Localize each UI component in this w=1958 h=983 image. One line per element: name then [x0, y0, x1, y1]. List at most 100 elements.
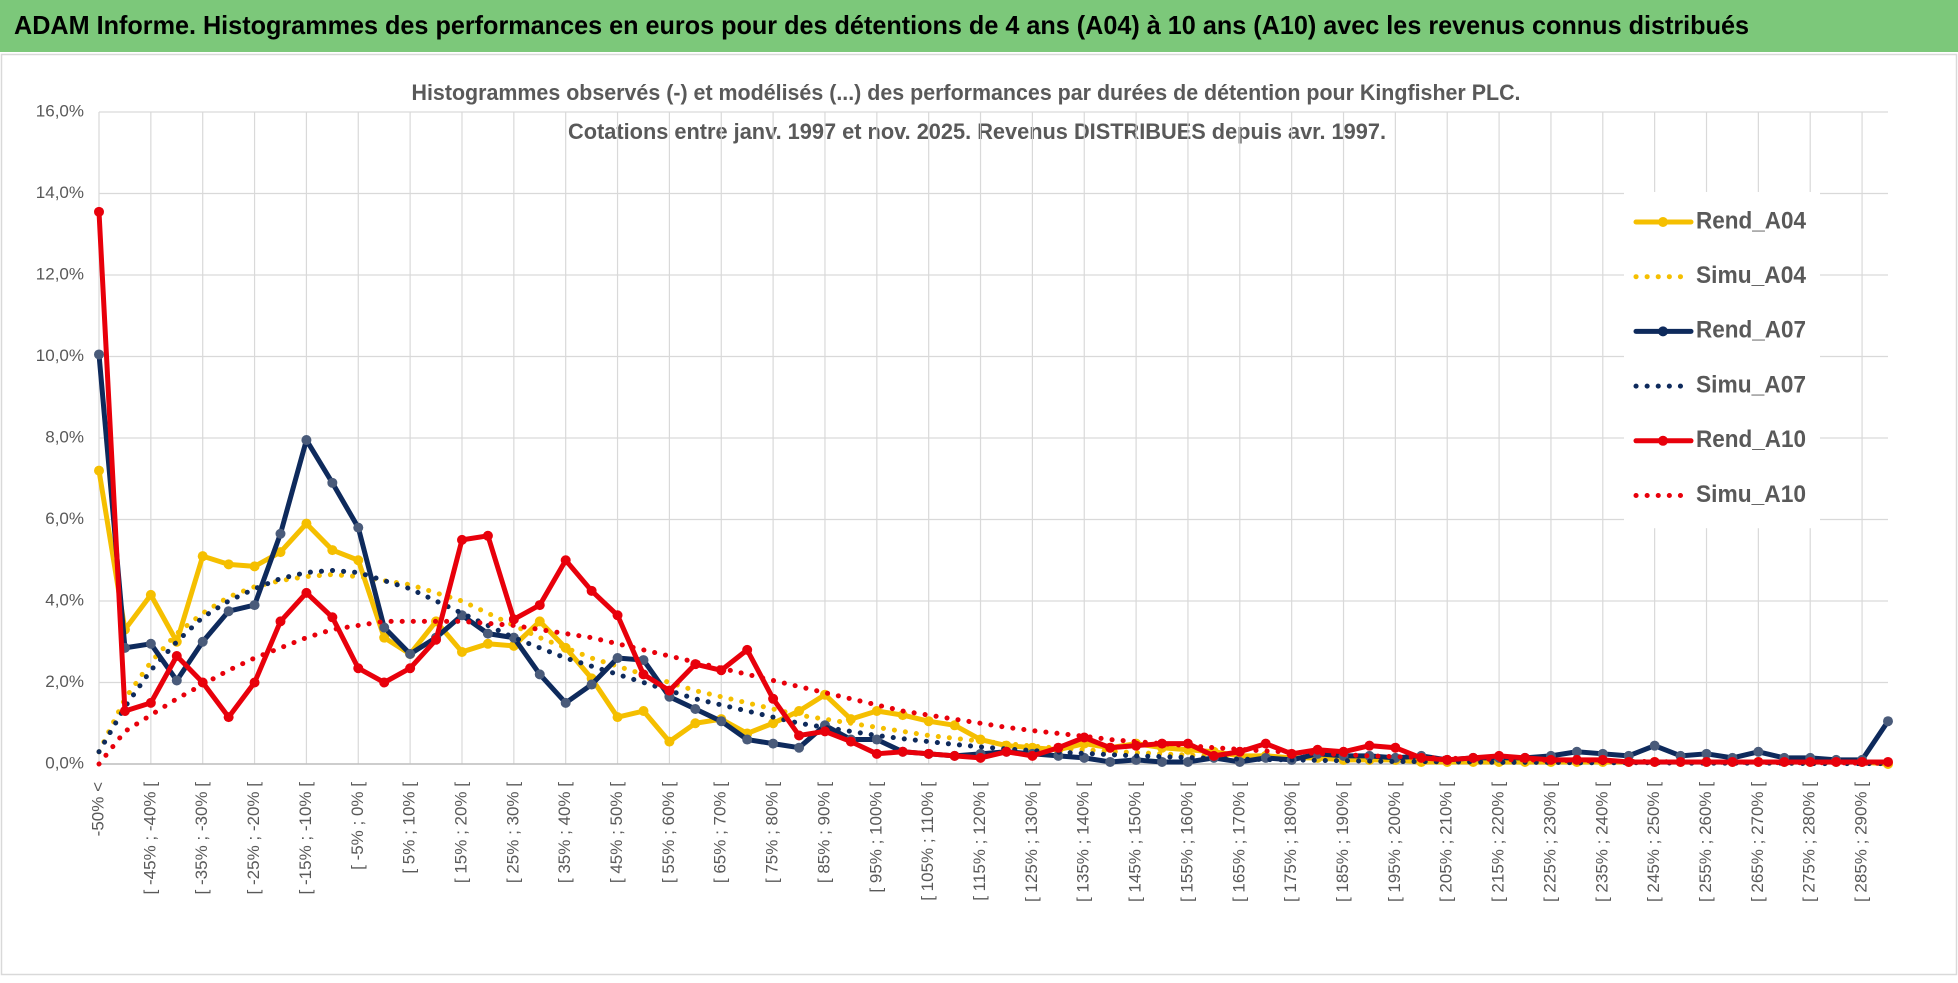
point — [275, 528, 286, 539]
chart-subtitle: Cotations entre janv. 1997 et nov. 2025.… — [568, 119, 1386, 144]
x-tick-label: [ -5% ; 0% [ — [348, 782, 367, 870]
point — [534, 616, 545, 627]
y-tick-label: 10,0% — [36, 346, 84, 365]
point — [923, 716, 934, 727]
point — [327, 477, 338, 488]
series-line — [96, 351, 1891, 765]
y-tick-label: 6,0% — [45, 509, 84, 528]
y-tick-label: 12,0% — [36, 264, 84, 283]
y-tick-label: 2,0% — [45, 672, 84, 691]
point — [1701, 756, 1712, 767]
x-tick-label: [ -45% ; -40% [ — [140, 782, 159, 895]
x-tick-label: [ 125% ; 130% [ — [1022, 782, 1041, 902]
x-tick-label: [ 235% ; 240% [ — [1592, 782, 1611, 902]
point — [871, 706, 882, 717]
x-tick-label: [ 105% ; 110% [ — [918, 782, 937, 901]
y-tick-label: 8,0% — [45, 427, 84, 446]
x-tick-label: [ 155% ; 160% [ — [1177, 782, 1196, 902]
point — [819, 726, 830, 737]
point — [145, 697, 156, 708]
point — [1157, 756, 1168, 767]
x-tick-label: [ 175% ; 180% [ — [1281, 782, 1300, 902]
x-tick-label: [ -35% ; -30% [ — [192, 782, 211, 895]
legend-marker — [1658, 326, 1668, 337]
point — [690, 718, 701, 729]
point — [534, 669, 545, 680]
x-tick-label: [ 135% ; 140% [ — [1074, 782, 1093, 902]
point — [1623, 756, 1634, 767]
point — [716, 716, 727, 727]
x-tick-label: [ 255% ; 260% [ — [1696, 782, 1715, 902]
point — [1260, 738, 1271, 749]
point — [1468, 752, 1479, 763]
point — [482, 638, 493, 649]
x-tick-label: [ 85% ; 90% [ — [814, 782, 833, 883]
point — [1105, 742, 1116, 753]
point — [871, 748, 882, 759]
point — [638, 706, 649, 717]
x-tick-label: [ 115% ; 120% [ — [970, 782, 989, 901]
legend-marker — [1658, 435, 1668, 446]
point — [1157, 738, 1168, 749]
legend-label: Rend_A07 — [1696, 317, 1806, 344]
point — [1079, 732, 1090, 743]
point — [1883, 716, 1893, 727]
point — [1883, 756, 1893, 767]
point — [560, 555, 571, 566]
point — [1390, 742, 1401, 753]
point — [768, 718, 779, 729]
x-tick-label: [ 55% ; 60% [ — [659, 782, 678, 883]
point — [327, 612, 338, 623]
point — [94, 349, 104, 360]
y-tick-label: 4,0% — [45, 590, 84, 609]
banner-bg — [0, 0, 1958, 52]
point — [1649, 740, 1660, 751]
legend-label: Rend_A04 — [1696, 207, 1807, 234]
point — [1701, 748, 1712, 759]
x-tick-label: -50% < — [88, 782, 107, 836]
point — [1027, 750, 1038, 761]
point — [690, 703, 701, 714]
legend-label: Simu_A04 — [1696, 262, 1807, 289]
point — [1105, 756, 1116, 767]
x-tick-label: [ 205% ; 210% [ — [1437, 782, 1456, 902]
point — [145, 589, 156, 600]
chart-title: Histogrammes observés (-) et modélisés (… — [412, 80, 1521, 105]
banner-title: ADAM Informe. Histogrammes des performan… — [14, 10, 1749, 40]
point — [249, 561, 260, 572]
x-tick-label: [ 165% ; 170% [ — [1229, 782, 1248, 902]
legend-bg — [1624, 192, 1820, 529]
x-tick-label: [ 195% ; 200% [ — [1385, 782, 1404, 902]
legend-label: Simu_A10 — [1696, 481, 1806, 508]
point — [612, 610, 623, 621]
point — [664, 685, 675, 696]
grid — [98, 111, 1888, 765]
point — [223, 712, 234, 723]
point — [456, 646, 467, 657]
point — [638, 669, 649, 680]
point — [845, 736, 856, 747]
point — [275, 547, 286, 558]
point — [94, 206, 104, 217]
x-tick-label: [ 75% ; 80% [ — [763, 782, 782, 883]
point — [949, 720, 960, 731]
point — [1364, 740, 1375, 751]
point — [327, 545, 338, 556]
point — [742, 734, 753, 745]
point — [560, 697, 571, 708]
point — [379, 622, 390, 633]
point — [794, 742, 805, 753]
point — [405, 648, 416, 659]
point — [197, 551, 208, 562]
point — [223, 559, 234, 570]
point — [171, 651, 182, 662]
point — [1753, 746, 1764, 757]
point — [794, 730, 805, 741]
point — [1001, 746, 1012, 757]
point — [482, 530, 493, 541]
x-tick-label: [ 265% ; 270% [ — [1748, 782, 1767, 902]
point — [534, 600, 545, 611]
point — [145, 638, 156, 649]
point — [119, 706, 130, 717]
